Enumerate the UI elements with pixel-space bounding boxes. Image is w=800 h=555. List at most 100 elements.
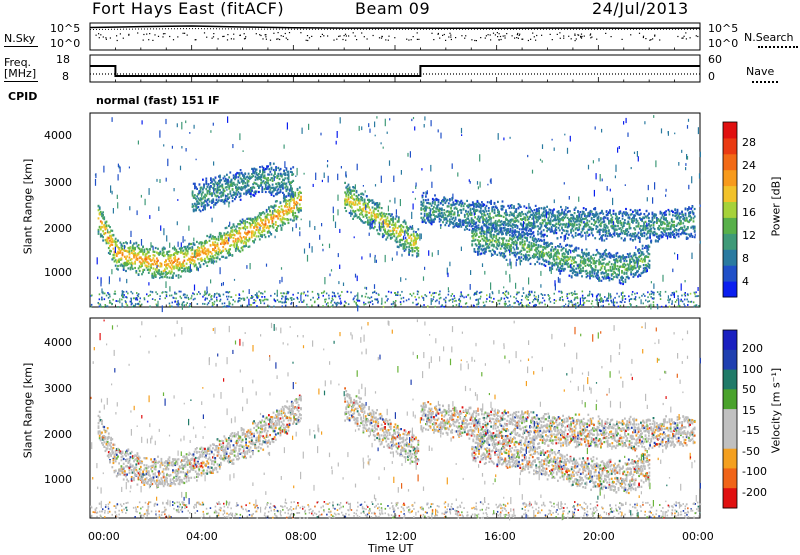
power-cell [232,188,234,190]
power-cell [272,180,274,182]
power-cell [571,245,573,247]
power-cell [174,257,176,259]
nsky-noise-point [697,36,698,37]
power-cell [532,238,534,240]
nsky-noise-point [355,36,356,37]
power-cell [584,215,586,217]
power-cell [637,220,639,222]
power-cell [101,226,103,228]
power-cell [408,246,410,248]
nsky-noise-point [519,34,520,35]
power-cell [578,247,580,249]
power-cell [413,231,415,233]
power-cell [449,218,451,220]
power-cell [229,171,231,173]
power-cell [169,270,171,272]
power-cell [353,199,355,201]
power-cell [670,228,672,230]
nsky-noise-point [442,35,443,36]
power-cell [226,186,228,188]
power-cell [158,269,160,271]
nsky-noise-point [683,37,684,38]
power-cell [109,253,111,255]
power-cell [551,226,553,228]
power-cell [464,203,466,205]
power-cell [432,208,434,210]
nsky-noise-point [451,39,452,40]
nsky-noise-point [493,33,494,34]
power-cell [449,198,451,200]
power-cell [622,218,624,220]
power-cell [290,168,292,170]
power-cell [503,206,505,208]
power-cell [115,265,117,267]
power-cell [273,223,275,225]
power-cell [235,196,237,198]
power-cell [273,163,275,165]
power-cell [230,244,232,246]
power-cell [381,223,383,225]
power-cell [212,242,214,244]
power-cell [372,215,374,217]
power-cell [624,219,626,221]
nsky-noise-point [574,35,575,36]
power-cell [640,225,642,227]
power-cell [382,215,384,217]
power-cell [563,247,565,249]
power-cell [243,220,245,222]
power-cell [348,184,350,186]
power-cell [142,253,144,255]
power-cell [634,238,636,240]
nsky-noise-point [231,38,232,39]
power-cell [106,227,108,229]
power-cell [277,167,279,169]
nsky-noise-point [577,34,578,35]
power-cell [293,207,295,209]
power-cell [241,237,243,239]
nsky-noise-point [106,39,107,40]
power-cell [220,179,222,181]
power-cell [689,211,691,213]
power-cell [249,231,251,233]
power-cell [395,226,397,228]
power-cell [484,233,486,235]
power-cell [265,191,267,193]
power-cell [254,232,256,234]
power-cell [535,225,537,227]
power-cell [573,259,575,261]
power-cell [293,219,295,221]
power-cell [485,214,487,216]
power-cell [504,221,506,223]
power-cell [527,233,529,235]
power-cell [554,260,556,262]
power-cell [471,212,473,214]
power-cell [600,229,602,231]
power-cell [231,226,233,228]
nsky-noise-point [439,38,440,39]
power-cell [637,210,639,212]
power-cell [581,216,583,218]
power-cell [684,226,686,228]
power-cell [681,211,683,213]
power-cell [355,210,357,212]
power-cell [159,253,161,255]
power-cell [345,195,347,197]
nsky-noise-point [685,32,686,33]
power-cell [632,211,634,213]
power-cell [226,200,228,202]
power-cell [544,234,546,236]
nsky-noise-point [344,35,345,36]
power-cell [205,180,207,182]
power-cell [508,243,510,245]
nsky-noise-point [177,36,178,37]
nsky-noise-point [471,39,472,40]
power-cell [217,245,219,247]
power-cell [268,174,270,176]
power-cell [398,216,400,218]
power-cell [197,258,199,260]
power-cell [630,233,632,235]
power-cell [673,221,675,223]
power-cell [203,183,205,185]
power-cell [522,241,524,243]
power-cell [256,169,258,171]
